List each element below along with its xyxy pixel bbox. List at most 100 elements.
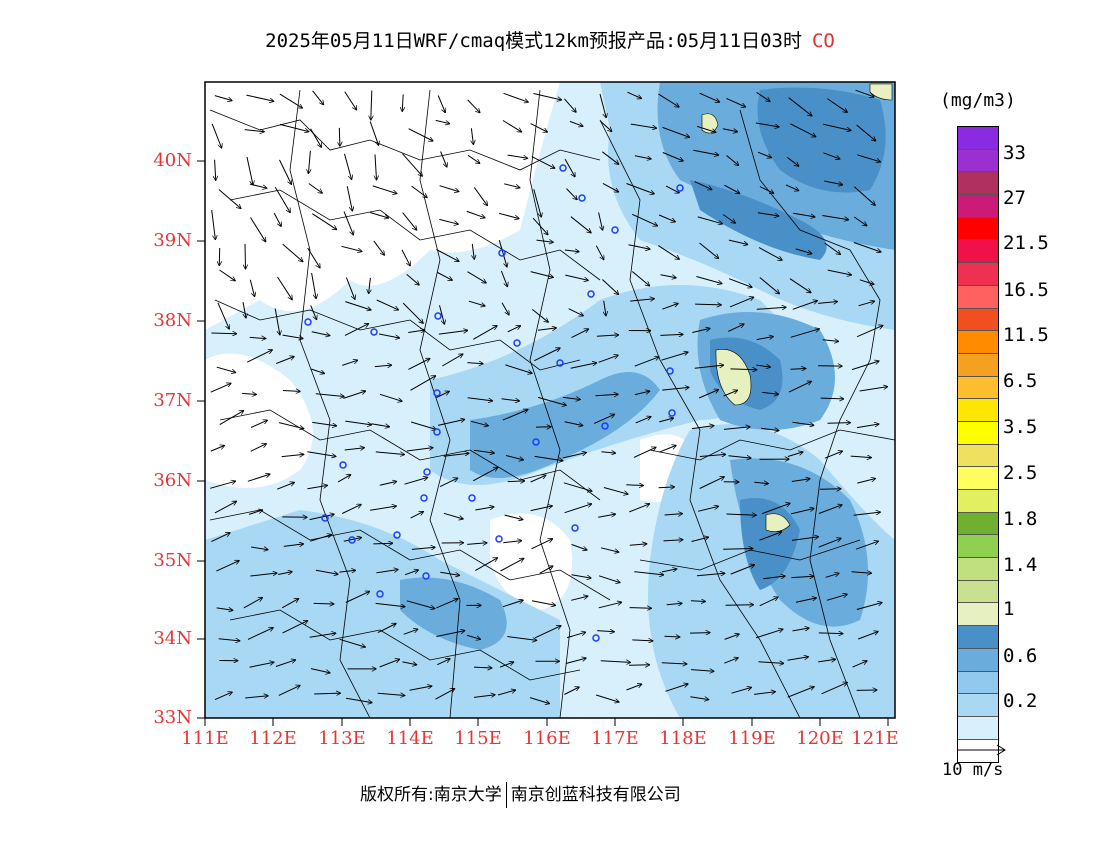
wind-arrow [566,632,586,639]
wind-arrow [726,97,745,107]
wind-arrow [344,324,369,336]
wind-arrow [210,446,225,452]
wind-arrow [666,603,683,605]
wind-arrow [530,271,554,278]
wind-arrow [411,185,428,198]
wind-arrow [853,512,881,516]
wind-arrow [408,359,430,370]
wind-arrow [379,659,400,668]
wind-arrow [758,247,782,261]
wind-arrow [472,467,498,482]
wind-arrow [214,501,237,514]
wind-arrow [537,328,557,330]
wind-arrow [756,91,770,101]
wind-arrow [598,514,615,518]
wind-arrow [533,189,542,217]
wind-arrow [694,181,712,190]
wind-arrow [627,91,641,98]
species-label: CO [811,30,835,52]
wind-arrow [857,154,880,162]
wind-arrow [437,95,445,113]
wind-arrow [694,365,724,369]
wind-arrow [373,543,392,544]
wind-arrow [219,269,236,281]
wind-arrow [475,558,497,572]
lon-label: 115E [454,728,502,749]
wind-arrow [436,599,458,609]
wind-arrow [534,348,560,362]
wind-arrow [726,155,739,166]
wind-arrow [790,508,814,515]
wind-arrow [339,127,340,146]
wind-arrow [377,693,405,695]
wind-arrow [793,212,815,217]
wind-arrow [279,159,292,185]
wind-arrow [787,452,803,457]
wind-arrow [343,211,353,235]
legend-swatch [958,195,998,218]
wind-arrow [282,334,303,338]
wind-arrow [369,277,371,294]
wind-arrow [408,330,425,333]
lat-label: 38N [153,310,192,331]
wind-arrow [630,299,654,301]
wind-arrow [246,94,273,101]
wind-arrow [853,186,875,206]
wind-arrow [406,448,433,452]
lon-label: 113E [318,728,366,749]
wind-arrow [725,605,754,606]
wind-arrow [278,422,304,429]
wind-arrow [310,668,330,673]
wind-arrow [277,276,293,300]
wind-arrow [757,212,779,216]
wind-arrow [345,301,371,310]
wind-arrow [531,539,553,550]
wind-arrow [790,329,820,338]
wind-arrow [466,634,481,639]
wind-arrow [467,543,487,545]
wind-arrow [247,628,273,640]
wind-arrow [375,451,405,455]
title-text: 2025年05月11日WRF/cmaq模式12km预报产品:05月11日03时 [265,30,802,52]
wind-arrow [690,670,714,672]
wind-arrow [820,398,844,399]
wind-arrow [249,662,274,668]
wind-arrow [250,217,266,242]
map-fill-layer [205,82,895,718]
wind-arrow [690,696,708,700]
wind-arrow [406,600,435,609]
wind-arrow [824,180,843,185]
wind-arrow [791,479,810,482]
wind-arrow [539,566,553,574]
wind-arrow [724,658,738,664]
wind-arrow [762,392,778,394]
wind-arrow [756,337,774,341]
legend-swatch [958,421,998,445]
wind-arrow [245,696,268,698]
wind-arrow [537,396,566,405]
wind-arrow [532,217,548,235]
wind-arrow [693,149,718,155]
wind-arrow [210,383,231,393]
legend-units: (mg/m3) [940,90,1016,111]
wind-arrow [218,189,241,209]
wind-arrow [662,152,684,162]
wind-arrow [571,544,588,551]
wind-arrow [601,151,619,165]
legend-label: 1.8 [1003,508,1038,530]
wind-arrow [505,364,532,374]
wind-arrow [634,391,650,396]
wind-arrow [571,596,588,601]
wind-arrow [341,504,361,514]
wind-arrow [759,532,781,541]
wind-arrow [822,215,848,220]
wind-arrow [375,602,405,606]
wind-arrow [563,482,592,491]
wind-arrow [379,393,402,401]
legend-label: 11.5 [1003,324,1049,346]
wind-arrow [370,506,396,511]
wind-arrow [345,420,371,425]
wind-arrow [827,269,852,275]
wind-arrow [245,243,246,269]
wind-arrow [218,639,240,641]
